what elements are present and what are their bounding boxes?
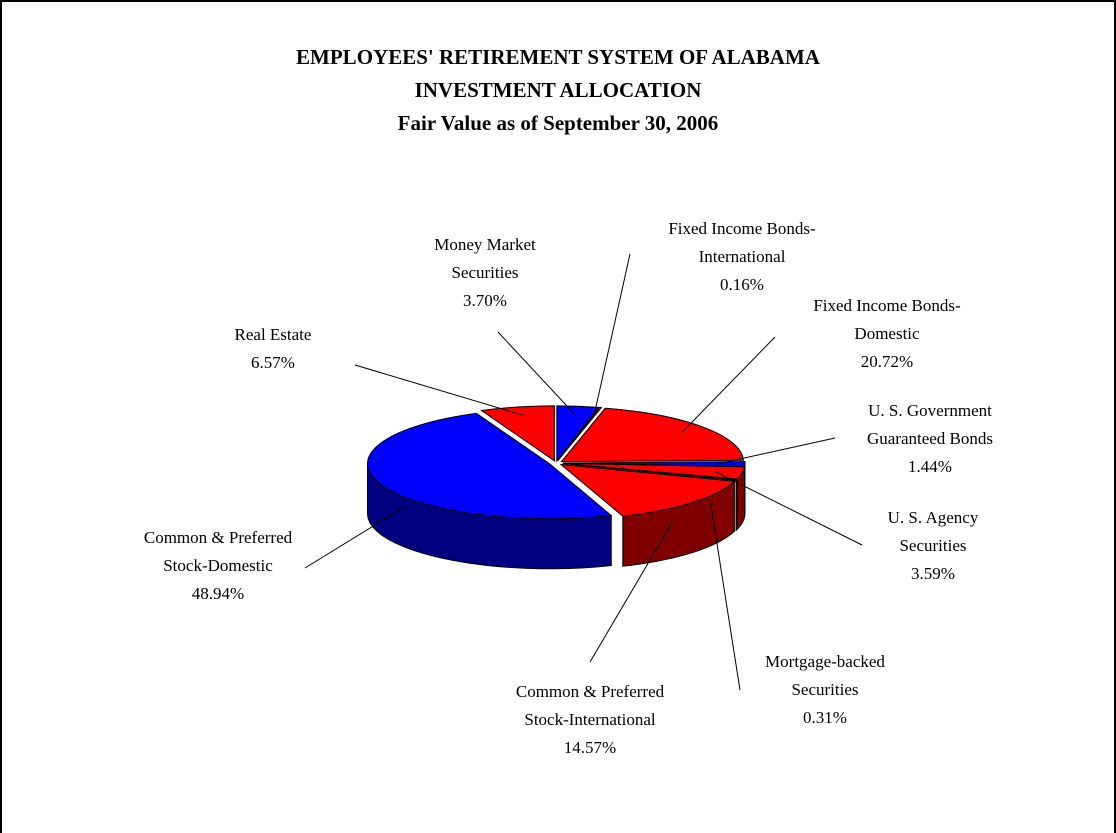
category-label: Stock-Domestic <box>163 556 273 575</box>
category-label: Securities <box>451 263 518 282</box>
category-label: Fixed Income Bonds- <box>668 219 816 238</box>
slice-label: Common & Preferred Stock-International 14.… <box>516 682 665 757</box>
slice <box>367 412 613 520</box>
category-label: Real Estate <box>235 325 312 344</box>
leader-line <box>710 502 741 691</box>
value-label: 20.72% <box>861 352 913 371</box>
category-label: Common & Preferred <box>144 528 293 547</box>
value-label: 0.16% <box>720 275 764 294</box>
value-label: 14.57% <box>564 738 616 757</box>
category-label: Fixed Income Bonds- <box>813 296 961 315</box>
category-label: U. S. Government <box>868 401 992 420</box>
slice <box>559 463 736 517</box>
leader-line <box>681 336 776 433</box>
slice-label: U. S. Agency Securities 3.59% <box>888 508 979 583</box>
leader-line <box>304 505 407 569</box>
leader-line <box>589 521 673 663</box>
category-label: Common & Preferred <box>516 682 665 701</box>
slice-label: Money Market Securities 3.70% <box>434 235 536 310</box>
value-label: 0.31% <box>803 708 847 727</box>
slice <box>557 406 603 462</box>
slice <box>562 463 739 481</box>
slice-label: U. S. Government Guaranteed Bonds 1.44% <box>867 401 993 476</box>
leader-line <box>714 471 863 546</box>
leader-line <box>354 364 524 416</box>
value-label: 3.70% <box>463 291 507 310</box>
value-label: 6.57% <box>251 353 295 372</box>
slice-label: Mortgage-backed Securities 0.31% <box>765 652 885 727</box>
category-label: Mortgage-backed <box>765 652 885 671</box>
slice-label: Fixed Income Bonds- International 0.16% <box>668 219 816 294</box>
value-label: 3.59% <box>911 564 955 583</box>
category-label: International <box>699 247 786 266</box>
chart-subtitle: Fair Value as of September 30, 2006 <box>398 111 719 135</box>
category-label: Domestic <box>854 324 920 343</box>
slice-label: Common & Preferred Stock-Domestic 48.94% <box>144 528 293 603</box>
category-label: Securities <box>791 680 858 699</box>
value-label: 48.94% <box>192 584 244 603</box>
slice-side <box>735 478 738 532</box>
category-label: Money Market <box>434 235 536 254</box>
category-label: Stock-International <box>524 710 656 729</box>
category-label: U. S. Agency <box>888 508 979 527</box>
leader-line <box>497 331 576 415</box>
leader-line <box>593 253 631 416</box>
chart-title: EMPLOYEES' RETIREMENT SYSTEM OF ALABAMA <box>296 45 821 69</box>
slice-label: Real Estate 6.57% <box>235 325 312 372</box>
slice <box>556 405 600 463</box>
slice <box>560 407 744 463</box>
chart-title: INVESTMENT ALLOCATION <box>415 78 702 102</box>
slice-label: Fixed Income Bonds- Domestic 20.72% <box>813 296 961 371</box>
category-label: Securities <box>899 536 966 555</box>
leader-line <box>717 437 836 465</box>
slice <box>480 405 556 462</box>
category-label: Guaranteed Bonds <box>867 429 993 448</box>
value-label: 1.44% <box>908 457 952 476</box>
